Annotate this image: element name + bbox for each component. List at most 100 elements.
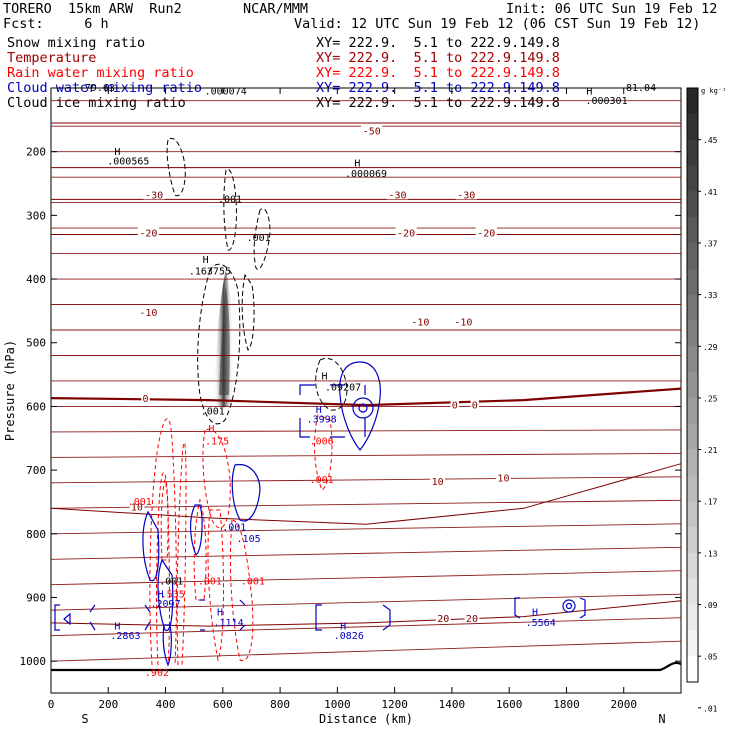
extremum-label: .535 bbox=[161, 589, 185, 600]
colorbar-cell bbox=[687, 604, 698, 631]
colorbar-label: .21 bbox=[703, 446, 718, 455]
legend-rain-xy: XY= 222.9. 5.1 to 222.9.149.8 bbox=[316, 65, 560, 81]
extremum-label: .001 bbox=[247, 233, 271, 244]
colorbar-cell bbox=[687, 552, 698, 580]
temperature-label-bg bbox=[129, 501, 145, 512]
extremum-label: .3998 bbox=[307, 414, 337, 425]
temperature-label: 10 bbox=[131, 502, 143, 513]
top-label: H bbox=[586, 86, 592, 97]
temperature-label-bg bbox=[395, 227, 417, 238]
temperature-label: 20 bbox=[437, 614, 449, 625]
x-tick-label: 600 bbox=[213, 698, 233, 711]
valid-time: Valid: 12 UTC Sun 19 Feb 12 (06 CST Sun … bbox=[294, 16, 701, 32]
legend-cloud-ice-xy: XY= 222.9. 5.1 to 222.9.149.8 bbox=[316, 95, 560, 111]
colorbar-cell bbox=[687, 88, 698, 115]
chart-axes: 0 200 400 600 800 1000 1200 1400 1600 1800 2000200… bbox=[3, 88, 681, 726]
y-tick-label: 300 bbox=[26, 209, 46, 222]
temperature-label: -30 bbox=[457, 190, 475, 201]
y-tick-label: 900 bbox=[26, 591, 46, 604]
colorbar-cell bbox=[687, 527, 698, 554]
colorbar-cell bbox=[687, 397, 698, 425]
extremum-label: .001 bbox=[310, 475, 334, 486]
temperature-label-bg bbox=[409, 316, 432, 327]
colorbar-cell bbox=[687, 139, 698, 166]
extremum-label: H bbox=[354, 158, 360, 169]
y-tick-label: 800 bbox=[26, 528, 46, 541]
y-tick-label: 1000 bbox=[20, 655, 47, 668]
extremum-label: H bbox=[158, 589, 164, 600]
y-tick-label: 400 bbox=[26, 273, 46, 286]
colorbar-cell bbox=[687, 656, 698, 683]
isotherm-line bbox=[50, 617, 682, 637]
colorbar-cell bbox=[687, 191, 698, 218]
extremum-label: .001 bbox=[159, 577, 183, 588]
colorbar-label: .25 bbox=[703, 394, 718, 403]
model-title: TORERO 15km ARW Run2 bbox=[3, 1, 182, 17]
temperature-label: 0 bbox=[472, 400, 478, 411]
temperature-label: -20 bbox=[477, 228, 495, 239]
isotherm-line bbox=[50, 570, 682, 586]
temperature-label: -30 bbox=[145, 190, 163, 201]
isotherm-line bbox=[50, 600, 682, 627]
legend-snow-xy: XY= 222.9. 5.1 to 222.9.149.8 bbox=[316, 35, 560, 51]
colorbar-cell bbox=[687, 372, 698, 399]
y-tick-label: 600 bbox=[26, 400, 46, 413]
temperature-label: 0 bbox=[452, 400, 458, 411]
extremum-label: .1114 bbox=[213, 618, 243, 629]
legend-snow-label: Snow mixing ratio bbox=[7, 35, 146, 51]
isotherm-line bbox=[50, 476, 682, 484]
isotherm-line bbox=[50, 499, 682, 509]
colorbar-label: .05 bbox=[703, 653, 718, 662]
temperature-label: -10 bbox=[139, 308, 157, 319]
x-tick-label: 400 bbox=[156, 698, 176, 711]
legend-temperature-xy: XY= 222.9. 5.1 to 222.9.149.8 bbox=[316, 50, 560, 66]
temperature-label-bg bbox=[141, 393, 150, 404]
south-label: S bbox=[81, 712, 88, 726]
extremum-label: .902 bbox=[145, 668, 169, 679]
colorbar-cell bbox=[687, 165, 698, 192]
colorbar-label: .45 bbox=[703, 136, 718, 145]
colorbar-cell bbox=[687, 346, 698, 373]
org-title: NCAR/MMM bbox=[243, 1, 309, 17]
temperature-label: 20 bbox=[466, 614, 478, 625]
isotherm-line bbox=[50, 546, 682, 560]
temperature-label-bg bbox=[455, 189, 477, 200]
extremum-label: .105 bbox=[237, 534, 261, 545]
temperature-label-bg bbox=[361, 125, 383, 136]
y-tick-label: 500 bbox=[26, 337, 46, 350]
forecast-hour: Fcst: 6 h bbox=[3, 16, 109, 32]
colorbar: g kg⁻¹ .45 .41 .37 .33 .29 .25 .21 .17 .13 .09 .05.… bbox=[686, 87, 726, 713]
extremum-label: .001 bbox=[241, 577, 265, 588]
colorbar-label: .29 bbox=[703, 343, 718, 352]
colorbar-label: .41 bbox=[703, 188, 718, 197]
legend-temperature-label: Temperature bbox=[7, 50, 97, 66]
colorbar-cell bbox=[687, 475, 698, 502]
extremum-label: .000069 bbox=[345, 169, 387, 180]
extremum-label: .006 bbox=[310, 437, 334, 448]
colorbar-cell bbox=[687, 578, 698, 606]
isotherm-line bbox=[50, 429, 682, 433]
colorbar-label: .13 bbox=[703, 549, 718, 558]
north-label: N bbox=[658, 712, 665, 726]
extremum-label: H bbox=[208, 424, 214, 435]
temperature-label: -10 bbox=[454, 318, 472, 329]
x-tick-label: 1000 bbox=[324, 698, 351, 711]
temperature-label-bg bbox=[137, 227, 159, 238]
colorbar-cell bbox=[687, 217, 698, 244]
temperature-label: 0 bbox=[142, 394, 148, 405]
colorbar-label: .01 bbox=[703, 704, 718, 713]
temperature-label-bg bbox=[386, 189, 409, 200]
legend-cloud-ice-label: Cloud ice mixing ratio bbox=[7, 95, 186, 111]
rain-water-contours bbox=[149, 414, 333, 666]
x-tick-label: 1600 bbox=[496, 698, 523, 711]
x-tick-label: 200 bbox=[98, 698, 118, 711]
temperature-label-bg bbox=[137, 307, 159, 318]
temperature-label: -20 bbox=[397, 228, 415, 239]
colorbar-cell bbox=[687, 320, 698, 347]
plot-area bbox=[50, 87, 682, 694]
temperature-label: -10 bbox=[411, 318, 429, 329]
y-axis-label: Pressure (hPa) bbox=[3, 340, 17, 441]
extremum-label: H bbox=[340, 621, 346, 632]
temperature-label: -30 bbox=[388, 190, 406, 201]
temperature-label-bg bbox=[435, 612, 451, 623]
